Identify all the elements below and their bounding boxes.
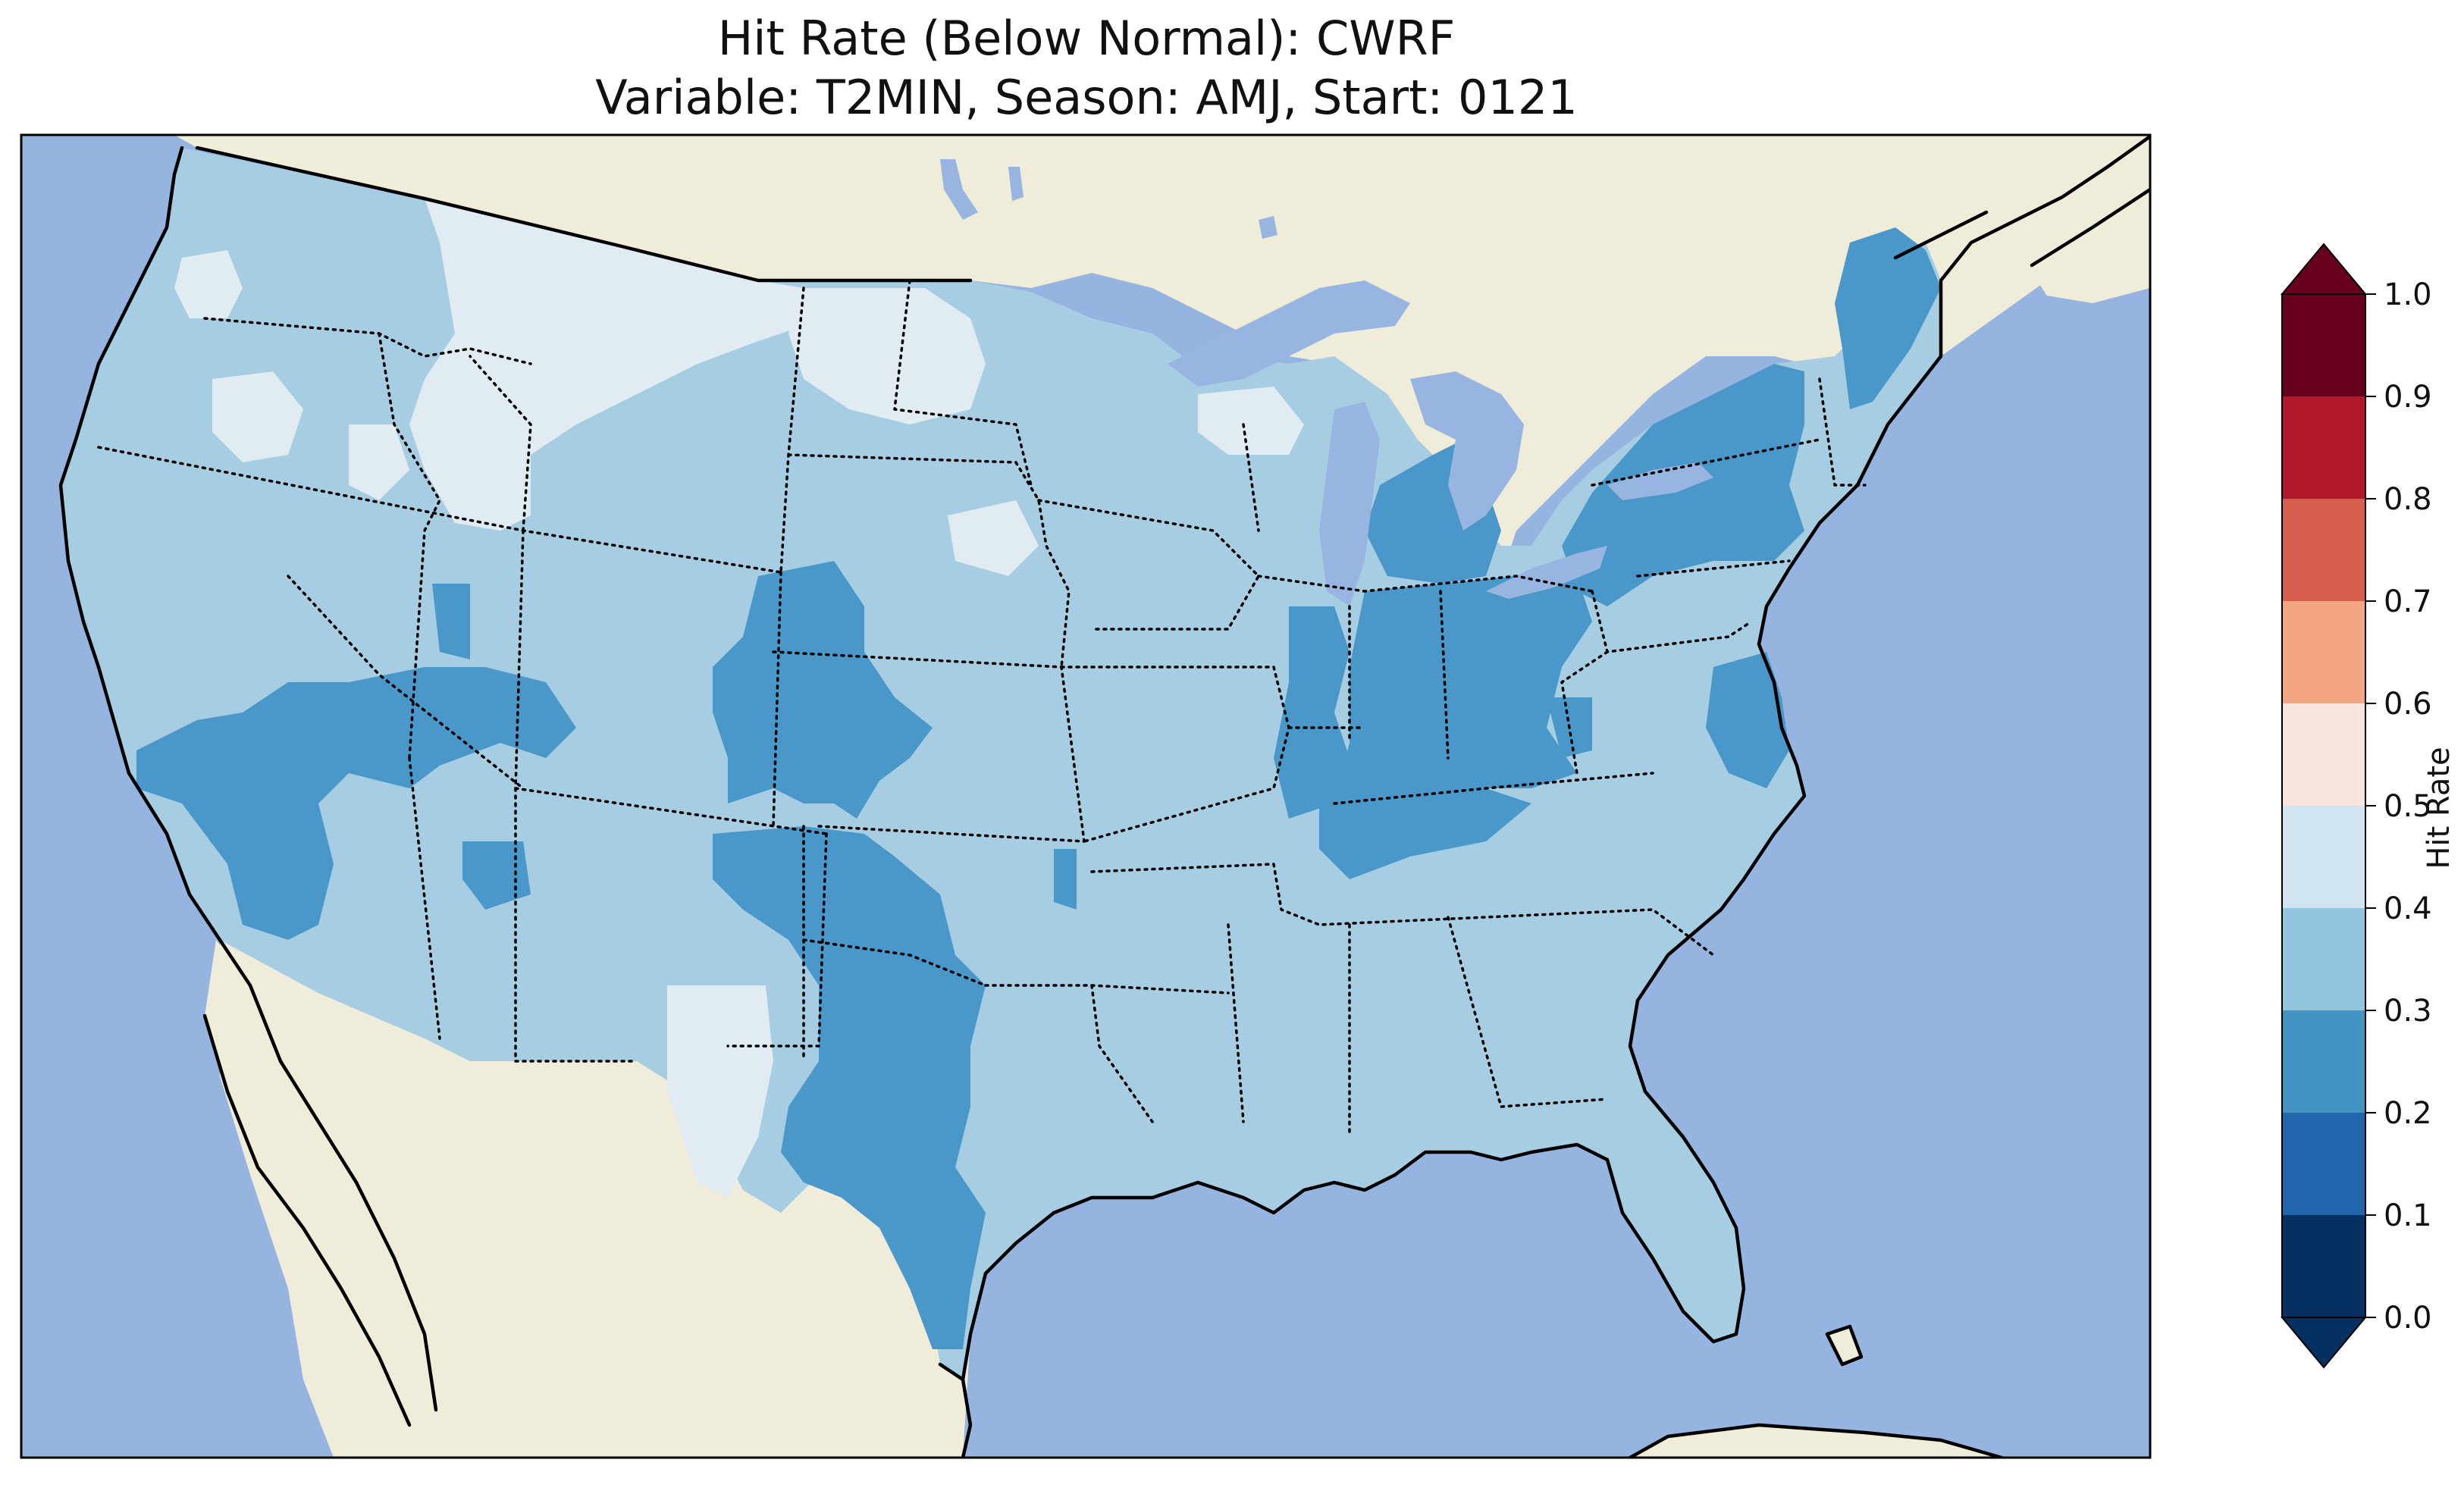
cuba-land	[1630, 1425, 2002, 1458]
state-borders	[97, 279, 1867, 1139]
region-newmexico-pale	[667, 985, 773, 1198]
coastline-canada	[1893, 187, 2150, 268]
map-frame	[20, 133, 2152, 1459]
colorbar-tick-label: 0.1	[2384, 1198, 2432, 1233]
region-tennessee-dark	[1319, 788, 1531, 879]
colorbar-bin-7	[2282, 499, 2365, 601]
colorbar-bin-3	[2282, 908, 2365, 1010]
colorbar-tick-label: 0.0	[2384, 1301, 2432, 1336]
region-washington-pale	[174, 250, 243, 318]
colorbar-extend-max	[2280, 243, 2368, 295]
canada-land	[174, 135, 2150, 606]
colorbar-extend-min	[2280, 1317, 2368, 1369]
lake-superior	[1168, 280, 1410, 387]
colorbar-bins	[2282, 294, 2365, 1317]
colorbar-bin-0	[2282, 1215, 2365, 1317]
colorbar: 0.0 0.1 0.2 0.3 0.4 0.5 0.6 0.7 0.8 0.9 1.0 Hit Ra…	[2280, 243, 2456, 1369]
lake-michigan	[1319, 402, 1380, 606]
region-oregon-pale	[212, 371, 303, 462]
colorbar-bin-1	[2282, 1113, 2365, 1215]
region-northdakota-pale	[788, 288, 986, 424]
colorbar-tick-label: 0.5	[2384, 789, 2432, 824]
colorbar-tick-label: 0.8	[2384, 482, 2432, 517]
region-colorado-dark	[713, 561, 933, 819]
colorbar-ticks: 0.0 0.1 0.2 0.3 0.4 0.5 0.6 0.7 0.8 0.9 1.0	[2365, 277, 2432, 1336]
colorbar-bin-6	[2282, 601, 2365, 703]
coastline-cuba	[1628, 1324, 2004, 1458]
colorbar-tick-label: 1.0	[2384, 277, 2432, 312]
colorbar-tick-label: 0.6	[2384, 687, 2432, 722]
colorbar-bin-5	[2282, 703, 2365, 806]
region-southdakota-pale	[948, 500, 1039, 576]
region-virginia-coast-dark	[1706, 652, 1789, 788]
colorbar-tick-label: 0.2	[2384, 1096, 2432, 1131]
lake-huron	[1410, 371, 1524, 531]
map-panel	[21, 135, 2150, 1458]
region-nevada-dark	[432, 584, 470, 659]
region-maine-dark	[1835, 227, 1941, 409]
colorbar-tick-label: 0.3	[2384, 994, 2432, 1029]
region-oklahoma-dark	[1054, 849, 1077, 910]
colorbar-bin-8	[2282, 396, 2365, 499]
region-minnesota-pale	[1198, 387, 1304, 455]
coastline-baja	[202, 938, 438, 1427]
lake-erie	[1486, 546, 1607, 599]
coastline-us	[58, 135, 2150, 1382]
region-montana-pale	[409, 199, 804, 531]
coastline-mexico-gulf	[961, 1377, 973, 1458]
colorbar-tick-label: 0.4	[2384, 891, 2432, 926]
lake-ontario	[1607, 462, 1713, 500]
maritimes-land	[2017, 189, 2150, 303]
us-canada-border	[195, 146, 973, 283]
region-indiana-kentucky-dark	[1334, 576, 1592, 849]
colorbar-tick-label: 0.9	[2384, 380, 2432, 415]
region-california-dark	[136, 667, 576, 940]
colorbar-bin-9	[2282, 294, 2365, 396]
colorbar-tick-label: 0.7	[2384, 584, 2432, 619]
region-arizona-dark	[462, 841, 531, 910]
baja-land	[205, 940, 436, 1425]
colorbar-label: Hit Rate	[2422, 747, 2456, 869]
colorbar-bin-4	[2282, 806, 2365, 908]
figure-title-line-1: Hit Rate (Below Normal): CWRF	[718, 11, 1456, 66]
region-ohiovalley-dark	[1274, 606, 1350, 819]
colorbar-bin-2	[2282, 1010, 2365, 1113]
region-idaho-pale	[349, 424, 409, 500]
figure-title-line-2: Variable: T2MIN, Season: AMJ, Start: 012…	[595, 70, 1578, 125]
